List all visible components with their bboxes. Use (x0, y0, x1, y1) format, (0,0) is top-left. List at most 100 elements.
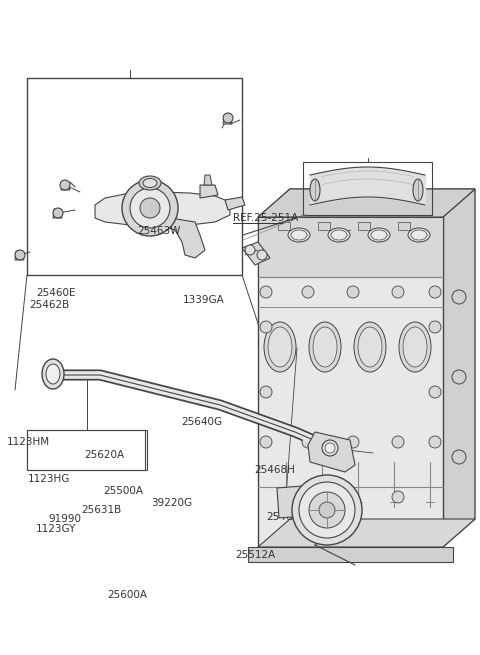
Circle shape (347, 491, 359, 503)
Polygon shape (258, 519, 475, 547)
Bar (303, 162, 432, 215)
Text: 1339GA: 1339GA (182, 295, 224, 305)
Text: REF.25-251A: REF.25-251A (233, 213, 298, 223)
Polygon shape (258, 217, 443, 547)
Circle shape (347, 436, 359, 448)
Bar (318, 222, 330, 230)
Polygon shape (443, 189, 475, 547)
Circle shape (347, 286, 359, 298)
Ellipse shape (143, 179, 157, 187)
Ellipse shape (371, 230, 387, 240)
Text: 25620A: 25620A (84, 450, 124, 460)
Circle shape (452, 290, 466, 304)
Polygon shape (95, 192, 230, 226)
Polygon shape (242, 242, 270, 265)
Text: 39220G: 39220G (151, 498, 192, 508)
Circle shape (302, 436, 314, 448)
Text: 25463W: 25463W (137, 225, 180, 236)
Polygon shape (258, 189, 475, 217)
Ellipse shape (358, 327, 382, 367)
Ellipse shape (354, 322, 386, 372)
Ellipse shape (413, 179, 423, 201)
Text: 25512A: 25512A (235, 550, 276, 561)
Circle shape (260, 321, 272, 333)
Circle shape (452, 450, 466, 464)
Ellipse shape (42, 359, 64, 389)
Circle shape (140, 198, 160, 218)
Ellipse shape (331, 230, 347, 240)
Circle shape (260, 286, 272, 298)
Ellipse shape (309, 322, 341, 372)
Polygon shape (15, 251, 24, 260)
Polygon shape (308, 432, 355, 472)
Text: 25468H: 25468H (254, 465, 295, 476)
Polygon shape (135, 183, 158, 197)
Text: 25600A: 25600A (107, 590, 147, 600)
Text: 25469H: 25469H (266, 512, 307, 523)
Circle shape (260, 436, 272, 448)
Ellipse shape (264, 322, 296, 372)
Circle shape (223, 113, 233, 123)
Circle shape (319, 502, 335, 518)
Circle shape (322, 440, 338, 456)
Text: 25460E: 25460E (36, 288, 75, 299)
Circle shape (302, 286, 314, 298)
Bar (27, 430, 147, 470)
Circle shape (429, 436, 441, 448)
Ellipse shape (408, 228, 430, 242)
Circle shape (429, 286, 441, 298)
Circle shape (130, 188, 170, 228)
Circle shape (392, 436, 404, 448)
Polygon shape (61, 183, 70, 190)
Ellipse shape (399, 322, 431, 372)
Circle shape (257, 250, 267, 260)
Polygon shape (277, 485, 317, 518)
Ellipse shape (328, 228, 350, 242)
Polygon shape (200, 185, 218, 198)
Ellipse shape (310, 179, 320, 201)
Ellipse shape (268, 327, 292, 367)
Circle shape (260, 386, 272, 398)
Text: 25500A: 25500A (103, 486, 143, 496)
Circle shape (122, 180, 178, 236)
Polygon shape (53, 209, 62, 218)
Circle shape (60, 180, 70, 190)
Circle shape (245, 245, 255, 255)
Text: 25631B: 25631B (82, 504, 122, 515)
Circle shape (429, 386, 441, 398)
Text: 91990: 91990 (48, 514, 81, 525)
Polygon shape (225, 197, 245, 210)
Text: 25640G: 25640G (181, 417, 223, 428)
Circle shape (302, 491, 314, 503)
Polygon shape (248, 547, 453, 562)
Ellipse shape (46, 364, 60, 384)
Polygon shape (204, 175, 212, 185)
Bar (398, 222, 410, 230)
Polygon shape (258, 217, 443, 277)
Text: 1123GY: 1123GY (36, 524, 76, 534)
Ellipse shape (288, 228, 310, 242)
Circle shape (392, 286, 404, 298)
Circle shape (53, 208, 63, 218)
Ellipse shape (411, 230, 427, 240)
Ellipse shape (368, 228, 390, 242)
Ellipse shape (313, 327, 337, 367)
Text: 1123HM: 1123HM (7, 437, 50, 447)
Circle shape (292, 475, 362, 545)
Bar (278, 222, 290, 230)
Bar (358, 222, 370, 230)
Circle shape (452, 370, 466, 384)
Ellipse shape (139, 176, 161, 190)
Text: 1123HG: 1123HG (28, 474, 70, 485)
Polygon shape (168, 218, 205, 258)
Bar (27, 430, 145, 470)
Circle shape (429, 321, 441, 333)
Ellipse shape (291, 230, 307, 240)
Circle shape (299, 482, 355, 538)
Circle shape (15, 250, 25, 260)
Text: 25462B: 25462B (29, 299, 69, 310)
Ellipse shape (403, 327, 427, 367)
Bar (27, 78, 242, 275)
Circle shape (309, 492, 345, 528)
Circle shape (392, 491, 404, 503)
